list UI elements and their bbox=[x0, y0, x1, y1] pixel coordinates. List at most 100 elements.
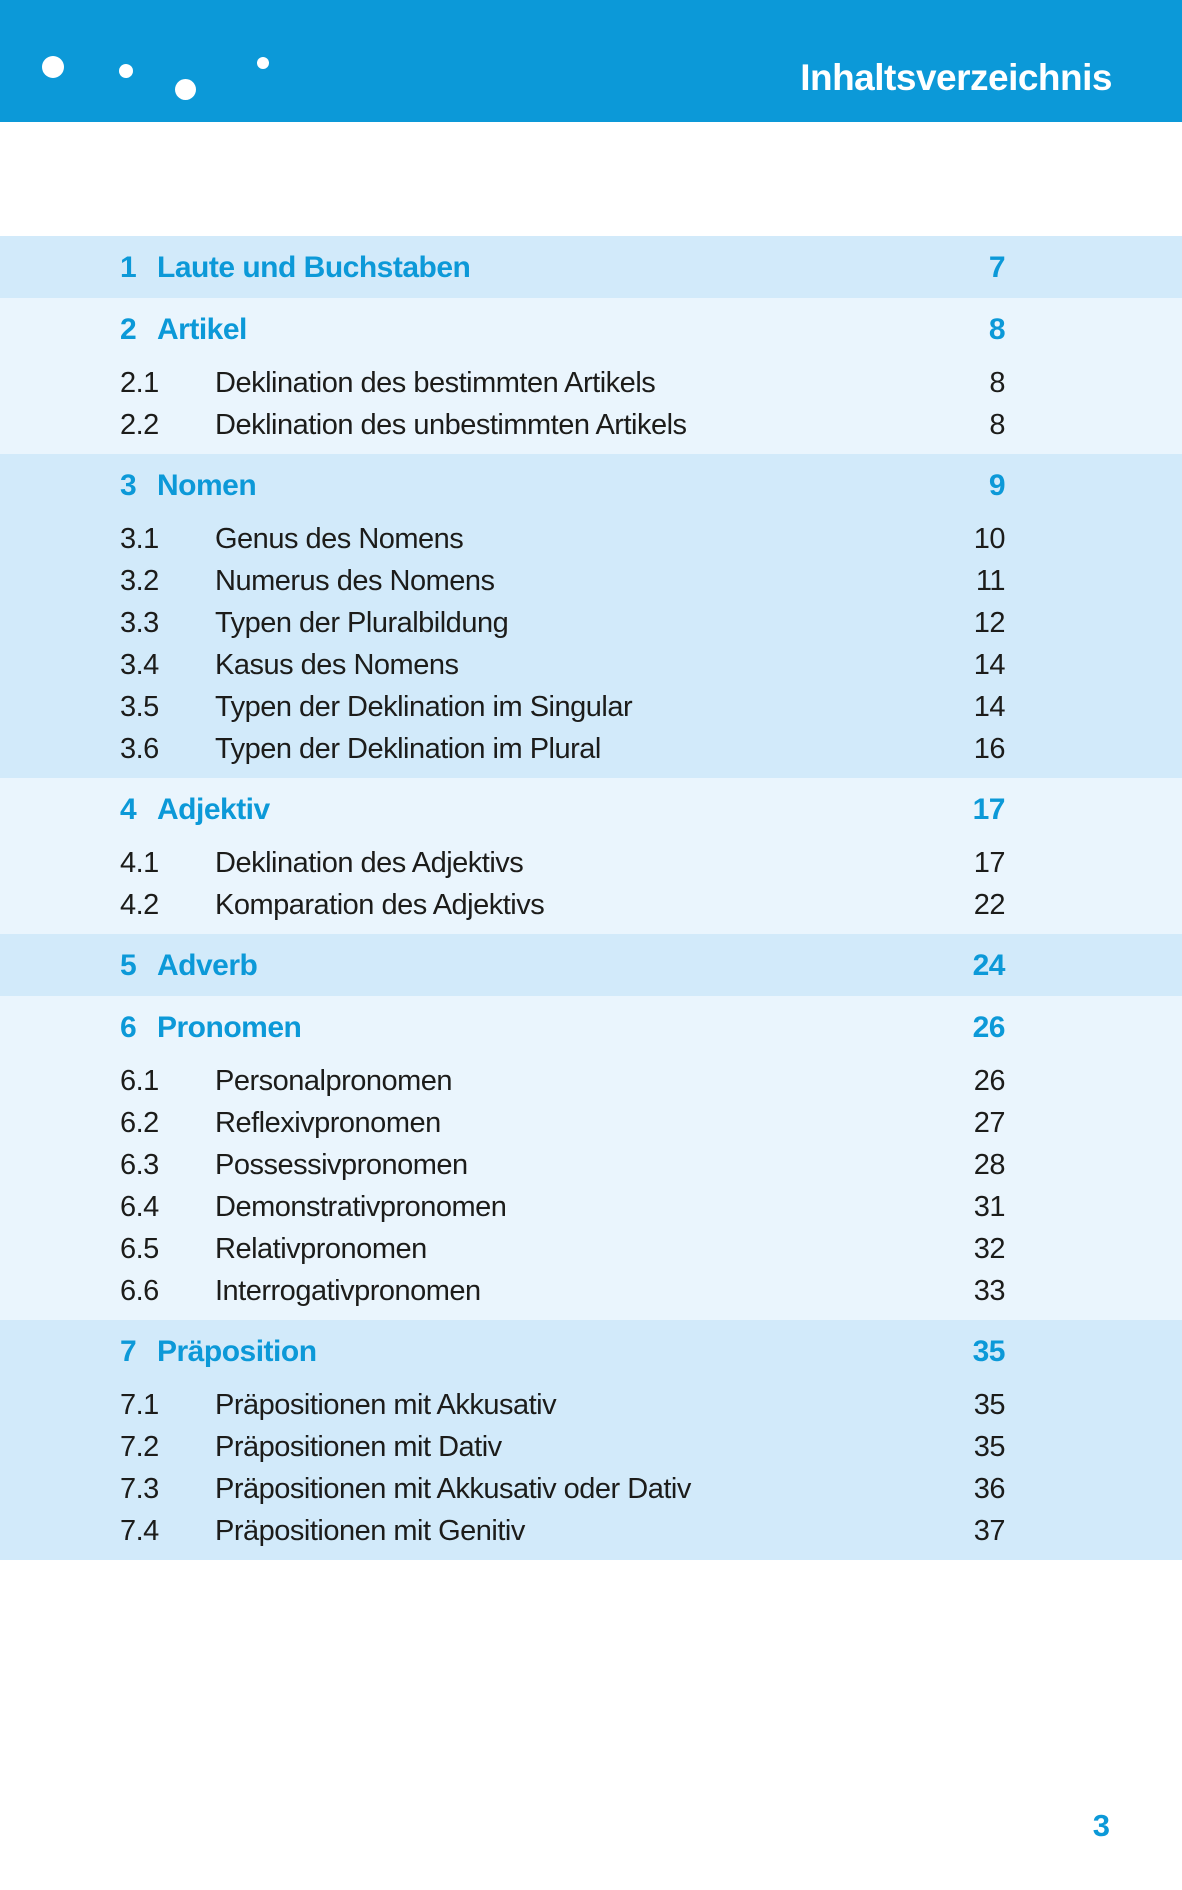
chapter-number: 5 bbox=[120, 949, 137, 982]
section-row: 6.2 Reflexivpronomen 27 bbox=[0, 1102, 1182, 1144]
section-number: 2.1 bbox=[120, 366, 159, 399]
section-title: Possessivpronomen bbox=[215, 1148, 468, 1181]
section-page-number: 33 bbox=[973, 1274, 1006, 1307]
section-number: 6.2 bbox=[120, 1106, 159, 1139]
chapter-row: 2 Artikel 8 bbox=[0, 308, 1182, 352]
section-number: 3.3 bbox=[120, 606, 159, 639]
chapter-band: 1 Laute und Buchstaben 7 bbox=[0, 236, 1182, 298]
section-page-number: 11 bbox=[975, 564, 1006, 597]
chapter-row: 1 Laute und Buchstaben 7 bbox=[0, 246, 1182, 290]
section-page-number: 32 bbox=[973, 1232, 1006, 1265]
section-title: Reflexivpronomen bbox=[215, 1106, 441, 1139]
section-row: 6.3 Possessivpronomen 28 bbox=[0, 1144, 1182, 1186]
chapter-row: 5 Adverb 24 bbox=[0, 944, 1182, 988]
section-list: 2.1 Deklination des bestimmten Artikels … bbox=[0, 362, 1182, 446]
section-page-number: 14 bbox=[973, 648, 1006, 681]
chapter-page-number: 26 bbox=[972, 1011, 1006, 1044]
page-title: Inhaltsverzeichnis bbox=[800, 57, 1112, 98]
chapter-page-number: 17 bbox=[972, 793, 1006, 826]
section-row: 7.1 Präpositionen mit Akkusativ 35 bbox=[0, 1384, 1182, 1426]
section-page-number: 35 bbox=[973, 1388, 1006, 1421]
section-title: Präpositionen mit Dativ bbox=[215, 1430, 502, 1463]
chapter-row: 4 Adjektiv 17 bbox=[0, 788, 1182, 832]
chapter-page-number: 35 bbox=[972, 1335, 1006, 1368]
section-title: Kasus des Nomens bbox=[215, 648, 459, 681]
section-number: 3.2 bbox=[120, 564, 159, 597]
section-row: 7.3 Präpositionen mit Akkusativ oder Dat… bbox=[0, 1468, 1182, 1510]
section-list: 6.1 Personalpronomen 26 6.2 Reflexivpron… bbox=[0, 1060, 1182, 1312]
chapter-number: 2 bbox=[120, 313, 137, 346]
section-title: Präpositionen mit Akkusativ bbox=[215, 1388, 557, 1421]
chapter-number: 1 bbox=[120, 251, 137, 284]
section-number: 4.2 bbox=[120, 888, 159, 921]
chapter-page-number: 24 bbox=[972, 949, 1006, 982]
chapter-page-number: 8 bbox=[988, 313, 1006, 346]
section-row: 6.6 Interrogativpronomen 33 bbox=[0, 1270, 1182, 1312]
section-page-number: 36 bbox=[973, 1472, 1006, 1505]
chapter-band: 6 Pronomen 26 6.1 Personalpronomen 26 6.… bbox=[0, 996, 1182, 1320]
section-row: 2.1 Deklination des bestimmten Artikels … bbox=[0, 362, 1182, 404]
section-page-number: 37 bbox=[973, 1514, 1006, 1547]
section-number: 7.3 bbox=[120, 1472, 159, 1505]
decor-dot-icon bbox=[42, 56, 64, 78]
chapter-band: 3 Nomen 9 3.1 Genus des Nomens 10 3.2 Nu… bbox=[0, 454, 1182, 778]
chapter-number: 4 bbox=[120, 793, 137, 826]
section-number: 7.1 bbox=[120, 1388, 159, 1421]
section-row: 6.5 Relativpronomen 32 bbox=[0, 1228, 1182, 1270]
chapter-title: Laute und Buchstaben bbox=[157, 251, 471, 284]
section-number: 6.3 bbox=[120, 1148, 159, 1181]
section-list: 4.1 Deklination des Adjektivs 17 4.2 Kom… bbox=[0, 842, 1182, 926]
section-number: 6.4 bbox=[120, 1190, 159, 1223]
section-row: 3.2 Numerus des Nomens 11 bbox=[0, 560, 1182, 602]
section-title: Typen der Deklination im Singular bbox=[215, 690, 633, 723]
section-number: 2.2 bbox=[120, 408, 159, 441]
section-row: 2.2 Deklination des unbestimmten Artikel… bbox=[0, 404, 1182, 446]
chapter-number: 3 bbox=[120, 469, 137, 502]
section-row: 6.1 Personalpronomen 26 bbox=[0, 1060, 1182, 1102]
chapter-band: 4 Adjektiv 17 4.1 Deklination des Adjekt… bbox=[0, 778, 1182, 934]
section-title: Personalpronomen bbox=[215, 1064, 453, 1097]
chapter-row: 6 Pronomen 26 bbox=[0, 1006, 1182, 1050]
chapter-title: Pronomen bbox=[157, 1011, 302, 1044]
section-title: Deklination des bestimmten Artikels bbox=[215, 366, 656, 399]
section-number: 3.1 bbox=[120, 522, 159, 555]
section-row: 3.5 Typen der Deklination im Singular 14 bbox=[0, 686, 1182, 728]
section-row: 3.3 Typen der Pluralbildung 12 bbox=[0, 602, 1182, 644]
chapter-number: 7 bbox=[120, 1335, 137, 1368]
section-title: Numerus des Nomens bbox=[215, 564, 495, 597]
chapter-title: Artikel bbox=[157, 313, 247, 346]
section-page-number: 17 bbox=[973, 846, 1006, 879]
decor-dot-icon bbox=[119, 64, 133, 78]
header-band: Inhaltsverzeichnis bbox=[0, 0, 1182, 122]
section-page-number: 8 bbox=[989, 408, 1005, 441]
chapter-title: Adverb bbox=[157, 949, 258, 982]
section-page-number: 28 bbox=[973, 1148, 1006, 1181]
section-title: Relativpronomen bbox=[215, 1232, 427, 1265]
section-title: Deklination des Adjektivs bbox=[215, 846, 524, 879]
section-page-number: 14 bbox=[973, 690, 1006, 723]
decor-dot-icon bbox=[175, 79, 196, 100]
toc: 1 Laute und Buchstaben 7 2 Artikel 8 2.1… bbox=[0, 236, 1182, 1560]
section-number: 6.1 bbox=[120, 1064, 159, 1097]
section-title: Präpositionen mit Akkusativ oder Dativ bbox=[215, 1472, 691, 1505]
section-row: 7.4 Präpositionen mit Genitiv 37 bbox=[0, 1510, 1182, 1552]
section-number: 3.4 bbox=[120, 648, 159, 681]
chapter-title: Nomen bbox=[157, 469, 257, 502]
section-page-number: 16 bbox=[973, 732, 1006, 765]
section-row: 4.1 Deklination des Adjektivs 17 bbox=[0, 842, 1182, 884]
section-title: Typen der Deklination im Plural bbox=[215, 732, 601, 765]
chapter-band: 7 Präposition 35 7.1 Präpositionen mit A… bbox=[0, 1320, 1182, 1560]
section-page-number: 12 bbox=[973, 606, 1006, 639]
section-number: 7.2 bbox=[120, 1430, 159, 1463]
section-number: 3.5 bbox=[120, 690, 159, 723]
section-page-number: 8 bbox=[989, 366, 1005, 399]
chapter-row: 7 Präposition 35 bbox=[0, 1330, 1182, 1374]
section-number: 6.6 bbox=[120, 1274, 159, 1307]
section-number: 6.5 bbox=[120, 1232, 159, 1265]
section-list: 3.1 Genus des Nomens 10 3.2 Numerus des … bbox=[0, 518, 1182, 770]
section-title: Komparation des Adjektivs bbox=[215, 888, 545, 921]
chapter-row: 3 Nomen 9 bbox=[0, 464, 1182, 508]
chapter-title: Präposition bbox=[157, 1335, 317, 1368]
section-page-number: 10 bbox=[973, 522, 1006, 555]
section-page-number: 26 bbox=[973, 1064, 1006, 1097]
